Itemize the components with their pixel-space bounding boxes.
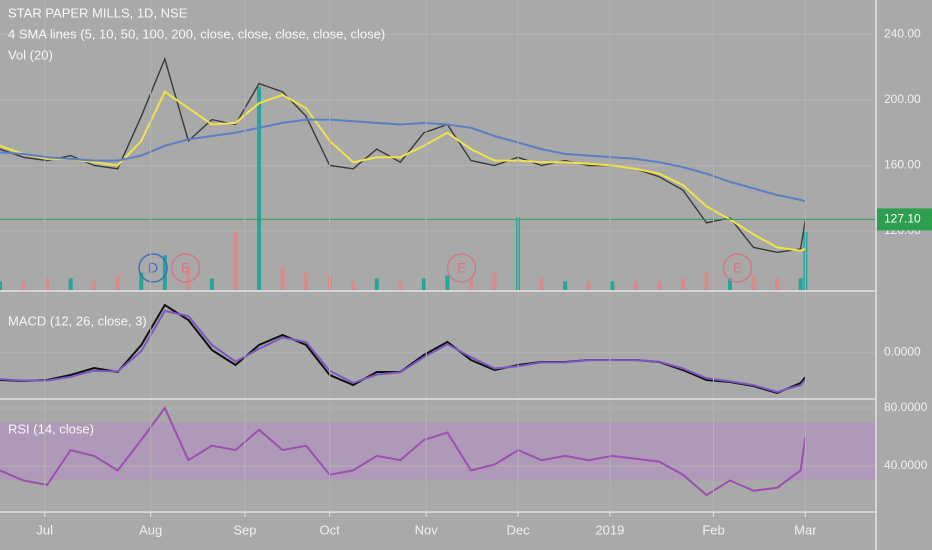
- volume-bar: [610, 281, 615, 290]
- series-line: [0, 56, 807, 254]
- event-marker: [138, 253, 168, 283]
- volume-bar: [445, 275, 450, 290]
- volume-bar: [139, 272, 144, 290]
- volume-bar: [704, 272, 709, 290]
- event-label: E: [733, 260, 742, 276]
- volume-bar: [0, 281, 2, 290]
- volume-bar: [492, 272, 497, 290]
- volume-bar: [186, 266, 191, 290]
- series-line: [0, 309, 807, 393]
- volume-bar: [421, 278, 426, 290]
- volume-bar: [563, 281, 568, 290]
- volume-bar: [751, 275, 756, 290]
- y-tick-label: 160.00: [884, 158, 921, 172]
- x-tick-label: Mar: [794, 522, 817, 537]
- volume-bar: [586, 281, 591, 290]
- series-line: [0, 118, 806, 203]
- event-label: D: [148, 260, 158, 276]
- x-tick-label: Nov: [415, 522, 439, 537]
- y-tick-label: 240.00: [884, 27, 921, 41]
- event-marker: [446, 253, 477, 283]
- volume-bar: [162, 255, 167, 290]
- y-tick-label: 80.0000: [884, 400, 928, 414]
- x-tick-label: Jul: [36, 522, 53, 537]
- y-tick-label: 0.0000: [884, 345, 921, 359]
- series-line: [0, 90, 806, 252]
- volume-bar: [233, 232, 238, 290]
- x-tick-label: Sep: [233, 522, 256, 537]
- volume-bar: [539, 278, 544, 290]
- x-tick-label: 2019: [595, 522, 624, 537]
- event-label: E: [181, 260, 190, 276]
- volume-bar: [92, 281, 97, 290]
- volume-bar: [21, 281, 26, 290]
- last-price-label: 127.10: [884, 212, 921, 226]
- chart-title: STAR PAPER MILLS, 1D, NSE: [8, 5, 188, 20]
- volume-bar: [351, 281, 356, 290]
- volume-bar: [398, 281, 403, 290]
- x-tick-label: Oct: [320, 522, 341, 537]
- x-tick-label: Dec: [507, 522, 531, 537]
- volume-bar: [45, 278, 50, 290]
- volume-bar: [209, 278, 214, 290]
- volume-bar: [374, 278, 379, 290]
- macd-title: MACD (12, 26, close, 3): [8, 313, 147, 328]
- volume-bar: [115, 275, 120, 290]
- series-line: [0, 406, 807, 497]
- x-tick-label: Aug: [139, 522, 162, 537]
- event-marker: [170, 253, 201, 283]
- y-tick-label: 200.00: [884, 92, 921, 106]
- volume-bar: [280, 266, 285, 290]
- volume-bar: [68, 278, 73, 290]
- volume-bar: [468, 278, 473, 290]
- volume-bar: [728, 278, 732, 290]
- y-tick-label: 40.0000: [884, 458, 928, 472]
- volume-bar: [657, 281, 662, 290]
- last-price-box: [877, 208, 932, 231]
- volume-legend: Vol (20): [8, 47, 53, 62]
- sma-legend: 4 SMA lines (5, 10, 50, 100, 200, close,…: [8, 26, 385, 41]
- volume-bar: [304, 272, 309, 290]
- volume-bar: [633, 281, 638, 290]
- volume-bar: [775, 278, 780, 290]
- event-marker: [722, 253, 753, 283]
- volume-bar: [798, 278, 803, 290]
- x-tick-label: Feb: [702, 522, 724, 537]
- volume-bar: [680, 278, 685, 290]
- volume-bar: [257, 87, 262, 290]
- rsi-title: RSI (14, close): [8, 421, 94, 436]
- event-label: E: [457, 260, 466, 276]
- series-line: [0, 303, 807, 395]
